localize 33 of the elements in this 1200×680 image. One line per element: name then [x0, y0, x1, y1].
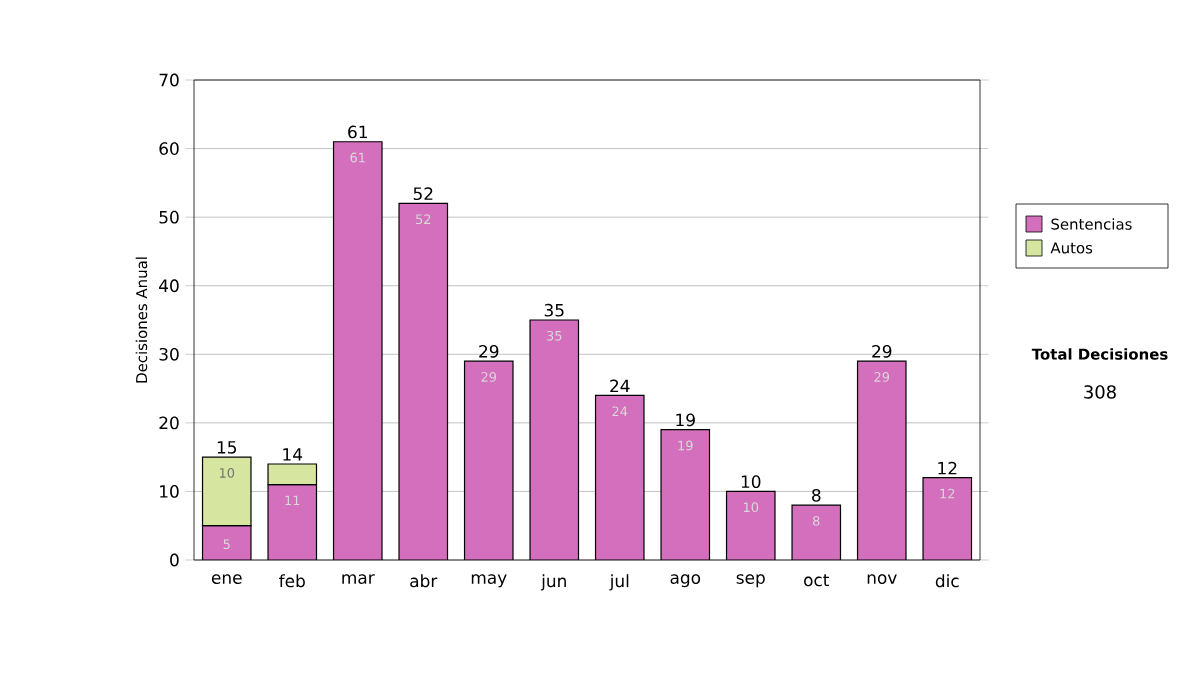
x-tick-label: feb — [279, 574, 305, 588]
total-label: 29 — [872, 344, 892, 358]
x-tick-label: ene — [211, 574, 242, 584]
total-label: 61 — [348, 125, 367, 139]
x-tick-label: abr — [410, 574, 438, 588]
x-tick-label: ago — [670, 574, 701, 588]
total-label: 29 — [479, 344, 499, 358]
y-tick-label: 60 — [159, 142, 179, 155]
total-label: 24 — [610, 379, 630, 393]
text: 308 — [1084, 385, 1116, 399]
x-tick-label: jun — [540, 574, 566, 591]
y-tick-label: 10 — [160, 485, 179, 498]
total-label: 15 — [217, 441, 237, 454]
total-label: 10 — [741, 475, 761, 489]
y-tick-label: 30 — [159, 347, 179, 361]
total-label: 35 — [544, 303, 564, 317]
y-tick-label: 0 — [170, 553, 179, 567]
total-label: 19 — [676, 413, 695, 427]
x-tick-label: may — [471, 574, 507, 588]
x-tick-label: oct — [804, 574, 830, 587]
y-tick-label: 40 — [159, 279, 179, 293]
y-tick-label: 20 — [159, 416, 179, 430]
x-tick-label: nov — [867, 574, 897, 584]
x-tick-label: mar — [342, 574, 375, 584]
total-label: 14 — [283, 448, 303, 461]
total-label: 8 — [812, 488, 821, 502]
total-label: 12 — [938, 461, 957, 475]
y-tick-label: 70 — [159, 73, 179, 87]
x-tick-label: dic — [935, 574, 959, 588]
y-tick-label: 50 — [159, 210, 179, 224]
x-tick-label: sep — [736, 574, 765, 588]
total-label: 52 — [413, 187, 433, 201]
x-tick-label: jul — [609, 574, 629, 591]
